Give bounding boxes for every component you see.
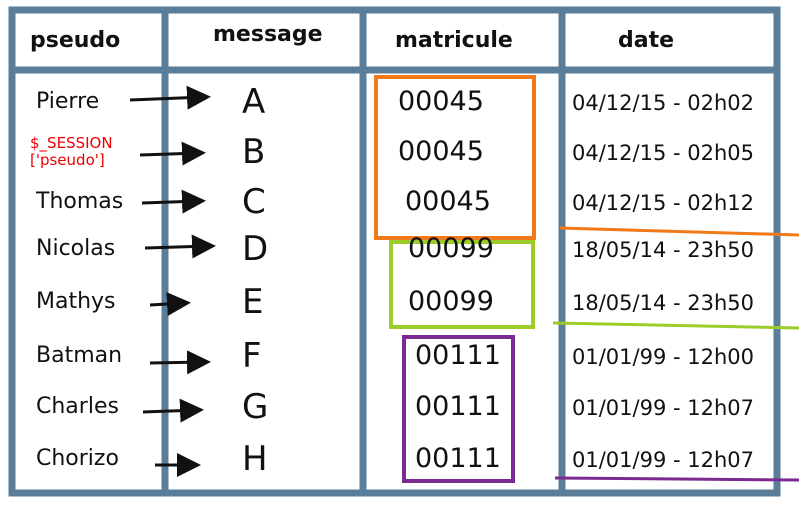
matricule-cell: 00099 bbox=[408, 233, 494, 264]
pseudo-cell: Nicolas bbox=[36, 236, 116, 261]
pseudo-cell: $_SESSION ['pseudo'] bbox=[30, 134, 113, 169]
message-cell: D bbox=[242, 229, 269, 269]
date-cell: 01/01/99 - 12h07 bbox=[572, 396, 754, 420]
date-cell: 18/05/14 - 23h50 bbox=[572, 238, 754, 262]
date-cell: 04/12/15 - 02h05 bbox=[572, 141, 754, 165]
column-header: matricule bbox=[395, 28, 513, 53]
pseudo-cell: Mathys bbox=[36, 289, 116, 314]
matricule-cell: 00045 bbox=[405, 186, 491, 217]
message-cell: G bbox=[242, 387, 269, 427]
column-header: date bbox=[618, 28, 675, 53]
date-cell: 18/05/14 - 23h50 bbox=[572, 291, 754, 315]
matricule-cell: 00111 bbox=[415, 340, 501, 371]
message-cell: H bbox=[242, 439, 268, 479]
matricule-cell: 00045 bbox=[398, 86, 484, 117]
message-cell: E bbox=[242, 282, 264, 322]
message-cell: B bbox=[242, 132, 266, 172]
date-cell: 01/01/99 - 12h07 bbox=[572, 448, 754, 472]
matricule-cell: 00111 bbox=[415, 443, 501, 474]
pseudo-cell: Batman bbox=[36, 343, 123, 368]
column-header: pseudo bbox=[30, 28, 121, 53]
pseudo-cell: Chorizo bbox=[36, 446, 119, 471]
pseudo-cell: Charles bbox=[36, 394, 119, 419]
matricule-cell: 00045 bbox=[398, 136, 484, 167]
matricule-cell: 00111 bbox=[415, 391, 501, 422]
column-header: message bbox=[213, 22, 323, 47]
pseudo-cell: Pierre bbox=[36, 89, 100, 114]
pseudo-cell: Thomas bbox=[36, 189, 124, 214]
message-cell: A bbox=[242, 82, 266, 122]
date-cell: 04/12/15 - 02h12 bbox=[572, 191, 754, 215]
message-cell: C bbox=[242, 182, 266, 222]
matricule-cell: 00099 bbox=[408, 286, 494, 317]
message-cell: F bbox=[242, 336, 262, 376]
date-cell: 04/12/15 - 02h02 bbox=[572, 91, 754, 115]
date-cell: 01/01/99 - 12h00 bbox=[572, 345, 754, 369]
